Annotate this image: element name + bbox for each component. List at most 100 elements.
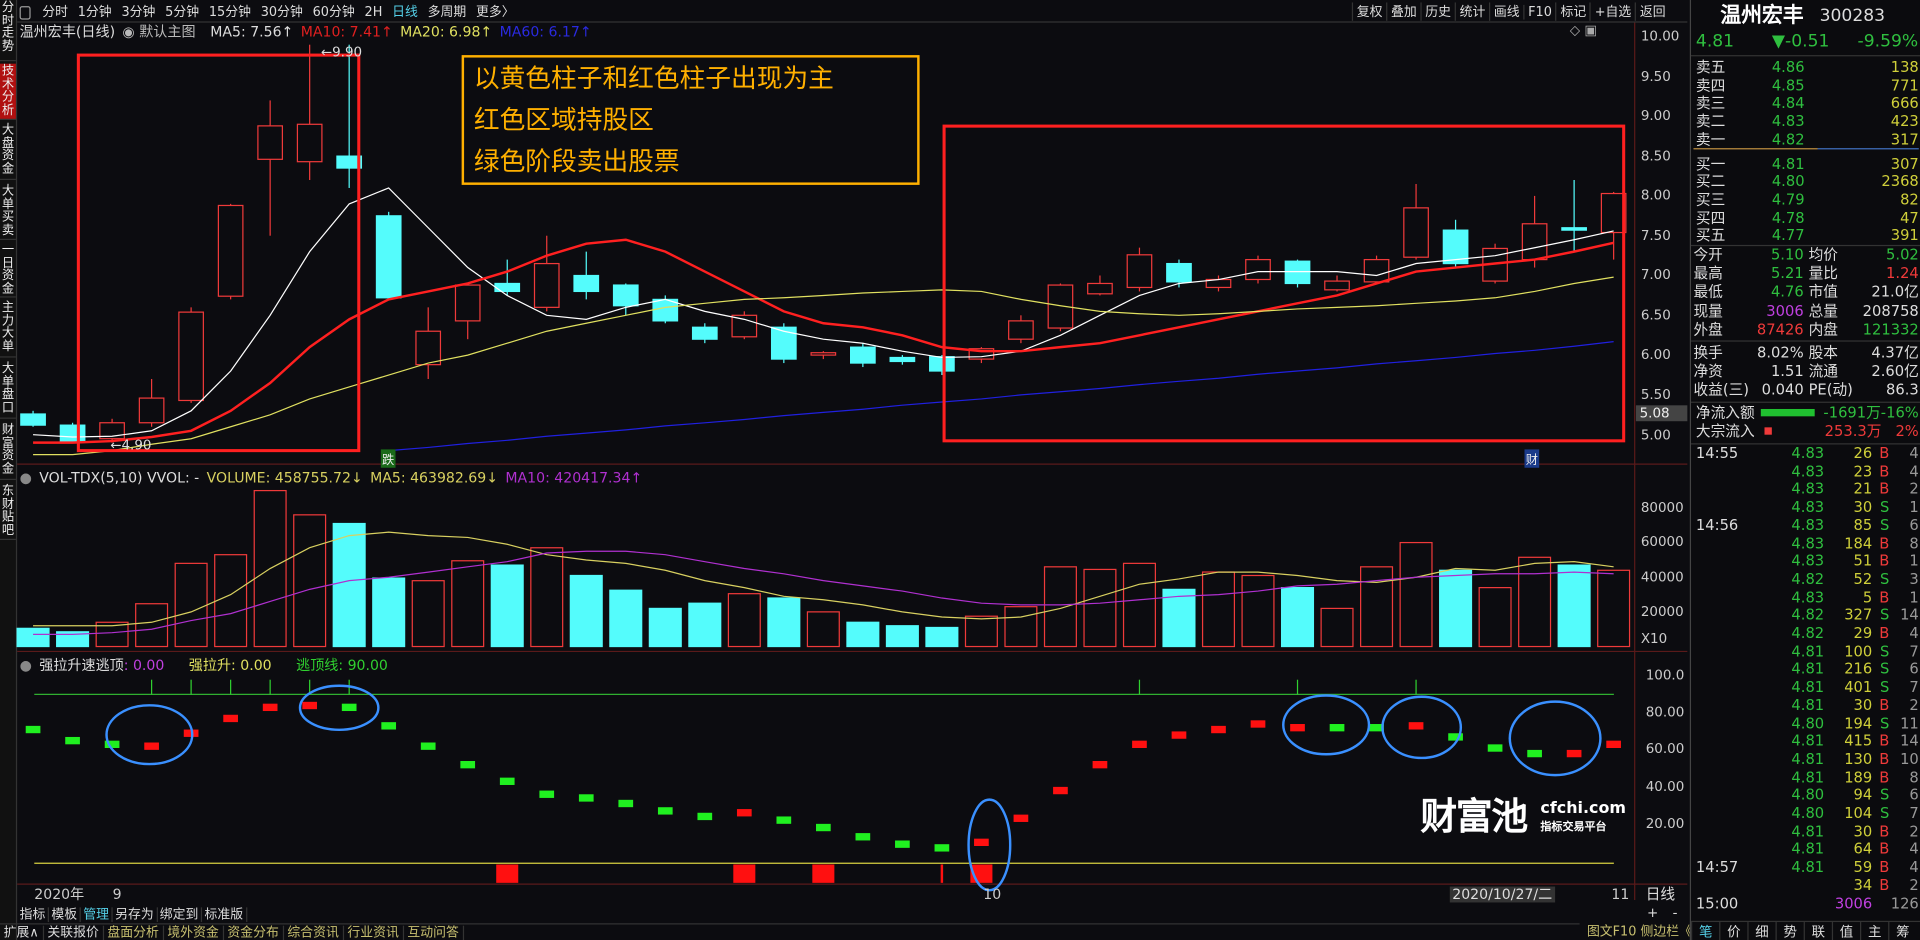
candle-up[interactable] (454, 284, 481, 322)
collapse-indicator-icon[interactable]: ● (19, 656, 32, 674)
toolbar-button[interactable]: 返回 (1634, 2, 1669, 21)
volume-indicator-name[interactable]: VOL-TDX(5,10) VVOL: - (39, 468, 200, 487)
sidebar-tab[interactable]: 大单盘口 (0, 361, 16, 419)
candle-down[interactable] (850, 346, 876, 364)
period-tab[interactable]: 分时 (42, 4, 68, 20)
volume-bar[interactable] (648, 607, 682, 648)
volume-bar[interactable] (135, 603, 169, 648)
footer-tab[interactable]: 互动问答 (404, 925, 464, 940)
toolbar-button[interactable]: 复权 (1351, 2, 1386, 21)
footer-tab[interactable]: 境外资金 (164, 925, 224, 940)
volume-bar[interactable] (1320, 607, 1354, 648)
period-label[interactable]: 日线 (1645, 885, 1676, 903)
candle-up[interactable] (968, 348, 995, 360)
candle-down[interactable] (889, 356, 916, 363)
volume-bar[interactable] (214, 554, 248, 648)
footer-tab[interactable]: 扩展∧ (0, 925, 44, 940)
candle-down[interactable] (1442, 229, 1469, 265)
volume-bar[interactable] (372, 577, 406, 648)
volume-bar[interactable] (451, 560, 485, 648)
volume-bar[interactable] (1083, 568, 1117, 648)
volume-bar[interactable] (411, 580, 445, 648)
volume-bar[interactable] (293, 514, 327, 648)
volume-bar[interactable] (1162, 588, 1196, 648)
period-tab[interactable]: 2H (364, 4, 383, 20)
zoom-in-button[interactable]: + (1646, 904, 1659, 921)
flow-row[interactable]: 净流入额 -1691万-16% (1693, 404, 1919, 422)
volume-bar[interactable] (925, 626, 959, 648)
candle-up[interactable] (217, 204, 244, 297)
volume-bar[interactable] (16, 627, 50, 648)
sidebar-tab[interactable]: 东财贴吧 (0, 484, 16, 541)
volume-bar[interactable] (846, 621, 880, 648)
period-tab[interactable]: 1分钟 (77, 4, 112, 20)
orderbook-row[interactable]: 卖二 4.83 423 (1693, 113, 1919, 131)
candle-down[interactable] (929, 356, 955, 372)
toolbar-button[interactable]: F10 (1523, 4, 1555, 20)
collapse-volume-icon[interactable]: ● (19, 468, 32, 487)
toolbar-button[interactable]: 历史 (1420, 2, 1454, 21)
volume-bar[interactable] (767, 597, 801, 648)
right-tab[interactable]: 主 (1860, 922, 1888, 940)
volume-bar[interactable] (1478, 587, 1512, 648)
candle-down[interactable] (1166, 262, 1192, 283)
candle-down[interactable] (770, 326, 797, 360)
candle-up[interactable] (415, 330, 442, 366)
candle-up[interactable] (1008, 320, 1034, 340)
period-tab[interactable]: 60分钟 (312, 4, 355, 20)
candle-down[interactable] (573, 274, 600, 293)
footer-tab[interactable]: 综合资讯 (284, 925, 344, 940)
candle-up[interactable] (99, 422, 125, 440)
candle-up[interactable] (1600, 192, 1627, 234)
indicator-tool-button[interactable]: 模板 (49, 907, 81, 923)
zoom-out-button[interactable]: - (1672, 904, 1678, 921)
candle-up[interactable] (1245, 258, 1271, 281)
flow-row[interactable]: 大宗流入 253.3万 2% (1693, 422, 1919, 440)
volume-bar[interactable] (1360, 566, 1394, 648)
finance-marker[interactable]: 财 (1524, 449, 1540, 468)
volume-bar[interactable] (1518, 556, 1552, 648)
volume-bar[interactable] (1280, 587, 1315, 648)
period-tab[interactable]: 5分钟 (165, 4, 200, 20)
candle-down[interactable] (494, 282, 521, 293)
right-tab[interactable]: 筹 (1888, 922, 1916, 940)
volume-bar[interactable] (688, 602, 722, 648)
volume-bar[interactable] (174, 562, 208, 648)
candle-up[interactable] (257, 125, 284, 160)
collapse-icon[interactable] (19, 5, 31, 19)
volume-bar[interactable] (569, 574, 603, 648)
volume-bar[interactable] (1439, 569, 1473, 648)
candle-down[interactable] (612, 284, 639, 307)
volume-bar[interactable] (609, 589, 643, 648)
volume-bar[interactable] (1557, 564, 1591, 648)
candle-up[interactable] (138, 397, 165, 424)
right-tab[interactable]: 联 (1803, 922, 1832, 940)
volume-bar[interactable] (95, 621, 129, 648)
sidebar-tab[interactable]: 大单买卖 (0, 184, 16, 241)
toolbar-button[interactable]: 画线 (1488, 2, 1523, 21)
right-tab[interactable]: 细 (1747, 922, 1775, 940)
candle-up[interactable] (1521, 223, 1548, 261)
orderbook-row[interactable]: 买四 4.78 47 (1693, 209, 1919, 227)
candle-up[interactable] (1126, 254, 1153, 289)
indicator-name[interactable]: 强拉升速逃顶 (39, 656, 124, 674)
indicator-tool-button[interactable]: 指标 (17, 907, 49, 923)
volume-bar[interactable] (964, 615, 998, 648)
candle-down[interactable] (1561, 227, 1587, 231)
candle-down[interactable] (691, 326, 718, 340)
toolbar-button[interactable]: 叠加 (1386, 2, 1420, 21)
volume-bar[interactable] (332, 522, 366, 648)
orderbook-row[interactable]: 买五 4.77 391 (1693, 227, 1919, 245)
candle-down[interactable] (20, 413, 46, 426)
volume-bar[interactable] (490, 564, 524, 648)
volume-bar[interactable] (806, 611, 840, 648)
volume-bar[interactable] (885, 625, 919, 648)
toolbar-button[interactable]: 统计 (1454, 2, 1489, 21)
period-tab[interactable]: 日线 (392, 4, 418, 20)
sidebar-tab[interactable]: 分时走势 (0, 0, 16, 62)
candle-up[interactable] (1403, 207, 1429, 258)
volume-bar[interactable] (530, 547, 564, 648)
right-tab[interactable]: 势 (1775, 922, 1804, 940)
volume-bar[interactable] (1241, 574, 1275, 648)
